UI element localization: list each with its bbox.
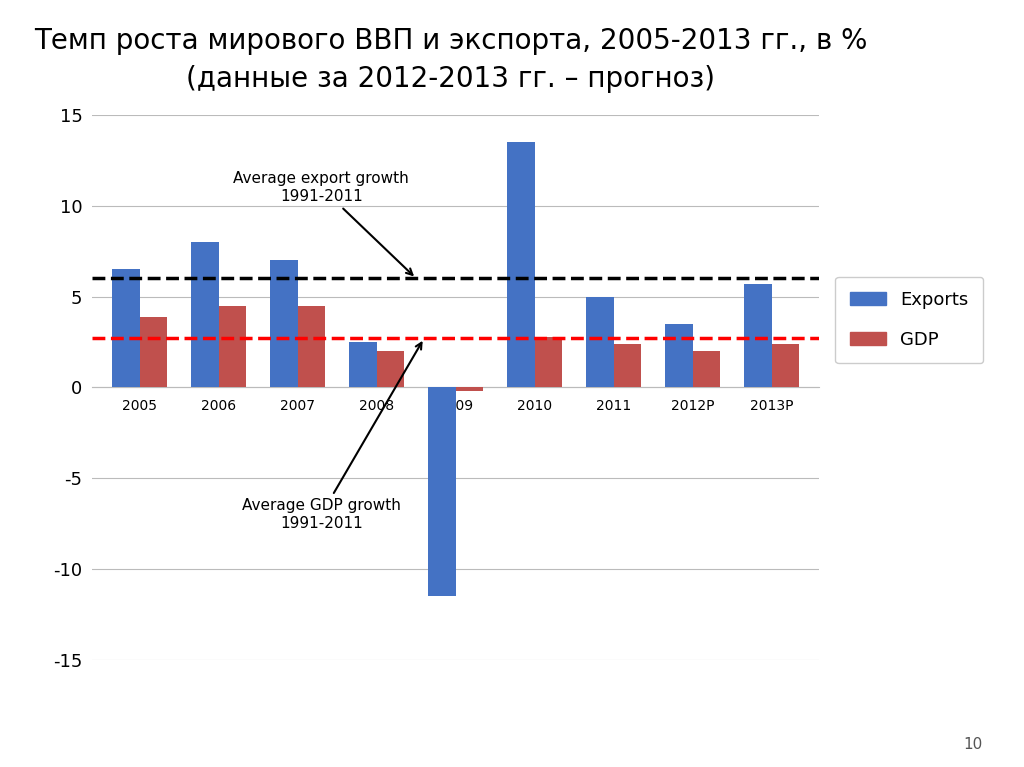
Text: Темп роста мирового ВВП и экспорта, 2005-2013 гг., в %: Темп роста мирового ВВП и экспорта, 2005… [34, 27, 867, 55]
Bar [586, 297, 613, 387]
Bar [270, 260, 298, 387]
Text: (данные за 2012-2013 гг. – прогноз): (данные за 2012-2013 гг. – прогноз) [186, 65, 715, 94]
Bar [613, 344, 641, 387]
Legend: Exports, GDP: Exports, GDP [836, 277, 983, 363]
Text: Average export growth
1991-2011: Average export growth 1991-2011 [233, 172, 413, 275]
Bar [456, 387, 483, 391]
Bar [112, 269, 139, 387]
Bar [507, 143, 535, 387]
Bar [666, 324, 693, 387]
Bar [693, 351, 721, 387]
Bar [377, 351, 404, 387]
Bar [218, 306, 246, 387]
Text: Average GDP growth
1991-2011: Average GDP growth 1991-2011 [242, 343, 422, 531]
Bar [772, 344, 800, 387]
Bar [349, 342, 377, 387]
Text: 10: 10 [964, 736, 983, 752]
Bar [535, 337, 562, 387]
Bar [139, 317, 167, 387]
Bar [428, 387, 456, 596]
Bar [298, 306, 326, 387]
Bar [190, 242, 218, 387]
Bar [744, 284, 772, 387]
